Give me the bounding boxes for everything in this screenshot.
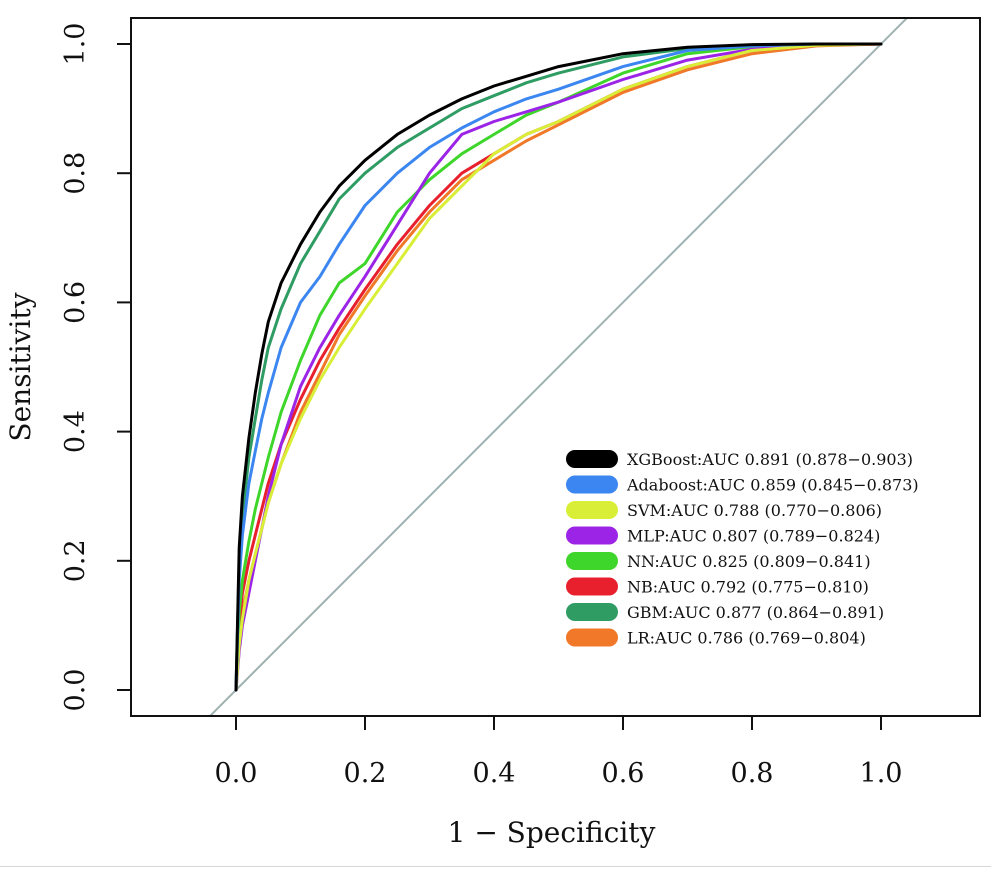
reference-diagonal-line <box>208 18 909 716</box>
y-axis-title: Sensitivity <box>4 292 37 441</box>
x-tick-label: 0.8 <box>731 758 774 789</box>
legend-swatch <box>566 475 618 494</box>
y-tick-label: 0.2 <box>60 539 91 582</box>
legend-swatch <box>566 552 618 570</box>
x-axis-title: 1 − Specificity <box>448 816 656 849</box>
x-axis: 0.0 0.2 0.4 0.6 0.8 1.0 <box>215 716 903 789</box>
x-tick-label: 0.2 <box>344 758 387 789</box>
y-tick-label: 0.8 <box>60 152 91 195</box>
x-tick-label: 1.0 <box>860 758 903 789</box>
legend-label: LR:AUC 0.786 (0.769−0.804) <box>627 629 866 648</box>
series-line-mlp <box>234 42 883 692</box>
legend-swatch <box>566 603 618 621</box>
y-tick-label: 0.6 <box>60 281 91 324</box>
y-tick-label: 1.0 <box>60 23 91 66</box>
legend-label: GBM:AUC 0.877 (0.864−0.891) <box>627 603 884 622</box>
x-tick-label: 0.6 <box>602 758 645 789</box>
bottom-divider <box>0 866 991 867</box>
series-line-gbm <box>234 42 883 692</box>
x-tick-label: 0.4 <box>473 758 516 789</box>
series-lines <box>234 42 883 692</box>
legend-swatch <box>566 526 618 545</box>
x-tick-label: 0.0 <box>215 758 258 789</box>
legend-label: NB:AUC 0.792 (0.775−0.810) <box>627 578 869 597</box>
series-line-xgboost <box>234 42 883 692</box>
legend-label: MLP:AUC 0.807 (0.789−0.824) <box>627 527 880 546</box>
legend-swatch <box>566 577 618 596</box>
series-line-adaboost <box>234 42 883 692</box>
legend-swatch <box>566 501 618 519</box>
y-tick-label: 0.4 <box>60 410 91 453</box>
legend-label: Adaboost:AUC 0.859 (0.845−0.873) <box>626 476 919 495</box>
legend-label: XGBoost:AUC 0.891 (0.878−0.903) <box>627 450 913 469</box>
y-tick-label: 0.0 <box>60 669 91 712</box>
legend: XGBoost:AUC 0.891 (0.878−0.903) Adaboost:… <box>566 450 919 648</box>
legend-label: SVM:AUC 0.788 (0.770−0.806) <box>627 501 882 520</box>
series-line-nn <box>234 42 883 692</box>
series-line-svm <box>234 42 883 692</box>
plot-frame <box>130 17 981 717</box>
y-axis: 0.0 0.2 0.4 0.6 0.8 1.0 <box>60 23 131 712</box>
legend-swatch <box>566 628 618 647</box>
legend-label: NN:AUC 0.825 (0.809−0.841) <box>627 552 871 571</box>
plot-area <box>208 18 909 716</box>
legend-swatch <box>566 450 618 468</box>
